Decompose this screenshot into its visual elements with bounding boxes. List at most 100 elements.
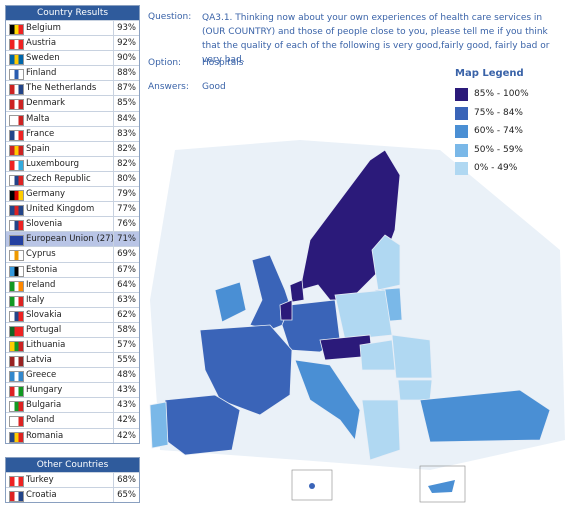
legend-swatch (455, 143, 468, 157)
country-name: Germany (26, 189, 66, 200)
country-value: 76% (113, 217, 136, 232)
country-name: Italy (26, 294, 45, 305)
legend-title: Map Legend (455, 68, 524, 79)
result-row: Poland 42% (6, 412, 139, 428)
country-value: 88% (113, 66, 136, 81)
flag (9, 431, 24, 443)
country-value: 42% (113, 428, 136, 443)
result-row: Cyprus 69% (6, 246, 139, 262)
country-name: Sweden (26, 53, 60, 64)
result-row: United Kingdom 77% (6, 201, 139, 217)
country-value: 67% (113, 262, 136, 277)
country-name: European Union (27) (26, 234, 114, 245)
country-value: 63% (113, 292, 136, 307)
country-name: Austria (26, 38, 57, 49)
flag (9, 174, 24, 186)
flag (9, 265, 24, 277)
legend-label: 60% - 74% (474, 126, 523, 136)
flag (9, 310, 24, 322)
flag (9, 114, 24, 126)
country-value: 82% (113, 156, 136, 171)
legend-swatch (455, 125, 468, 138)
flag (9, 476, 24, 487)
option-label: Option: (148, 58, 182, 68)
country-value: 42% (113, 413, 136, 428)
country-name: Malta (26, 113, 50, 124)
result-row: Denmark 85% (6, 95, 139, 111)
country-value: 80% (113, 171, 136, 187)
question-label: Question: (148, 12, 192, 22)
country-value: 68% (113, 473, 136, 488)
country-name: The Netherlands (26, 83, 97, 94)
country-name: Bulgaria (26, 400, 62, 411)
result-row: Slovenia 76% (6, 216, 139, 232)
country-name: Slovenia (26, 219, 63, 230)
country-value: 87% (113, 81, 136, 96)
result-row: Croatia 65% (6, 487, 139, 503)
country-name: Hungary (26, 385, 63, 396)
country-value: 71% (113, 232, 136, 247)
country-value: 43% (113, 383, 136, 398)
flag (9, 24, 24, 35)
result-row: Malta 84% (6, 110, 139, 126)
result-row: Romania 42% (6, 427, 139, 443)
result-row: The Netherlands 87% (6, 80, 139, 96)
flag (9, 250, 24, 262)
rows: Belgium 93% Austria 92% Sweden 90% Finland 88% T… (6, 20, 139, 443)
country-results: Country Results Belgium 93% Austria 92% Swed… (5, 5, 140, 444)
flag (9, 295, 24, 307)
country-value: 43% (113, 398, 136, 413)
country-value: 82% (113, 141, 136, 156)
legend-swatch (455, 106, 468, 120)
country-value: 55% (113, 353, 136, 368)
other-countries: Other Countries Turkey 68% Croatia 65% (5, 457, 140, 504)
country-name: Denmark (26, 98, 66, 109)
flag (9, 54, 24, 66)
country-value: 93% (113, 21, 136, 36)
country-name: Latvia (26, 355, 52, 366)
flag (9, 280, 24, 292)
panel-title: Other Countries (6, 458, 139, 472)
country-name: Estonia (26, 264, 58, 275)
country-name: Cyprus (26, 249, 56, 260)
country-value: 62% (113, 307, 136, 322)
country-value: 69% (113, 247, 136, 262)
legend-label: 75% - 84% (474, 107, 523, 118)
flag (9, 371, 24, 383)
flag (9, 220, 24, 232)
result-row: Czech Republic 80% (6, 170, 139, 187)
country-value: 85% (113, 96, 136, 111)
legend-label: 85% - 100% (474, 89, 529, 99)
flag (9, 356, 24, 368)
flag (9, 416, 24, 428)
flag (9, 205, 24, 217)
legend-swatch (455, 162, 468, 175)
result-row: Ireland 64% (6, 276, 139, 292)
flag (9, 69, 24, 81)
flag (9, 401, 24, 413)
result-row: Austria 92% (6, 35, 139, 51)
result-row: Finland 88% (6, 65, 139, 81)
result-row: Portugal 58% (6, 321, 139, 337)
country-value: 58% (113, 322, 136, 337)
flag (9, 386, 24, 398)
result-row: Germany 79% (6, 186, 139, 202)
flag (9, 99, 24, 111)
country-name: France (26, 128, 55, 139)
result-row: France 83% (6, 125, 139, 141)
country-value: 65% (113, 488, 136, 503)
result-row: European Union (27) 71% (6, 231, 139, 247)
country-value: 84% (113, 111, 136, 126)
flag (9, 129, 24, 141)
result-row: Belgium 93% (6, 20, 139, 36)
result-row: Lithuania 57% (6, 336, 139, 353)
country-value: 64% (113, 277, 136, 292)
country-value: 90% (113, 51, 136, 66)
country-value: 83% (113, 126, 136, 141)
result-row: Estonia 67% (6, 261, 139, 277)
country-value: 79% (113, 187, 136, 202)
question-text: QA3.1. Thinking now about your own exper… (202, 13, 550, 65)
country-name: Turkey (26, 475, 54, 485)
result-row: Slovakia 62% (6, 306, 139, 322)
country-name: Finland (26, 68, 57, 79)
